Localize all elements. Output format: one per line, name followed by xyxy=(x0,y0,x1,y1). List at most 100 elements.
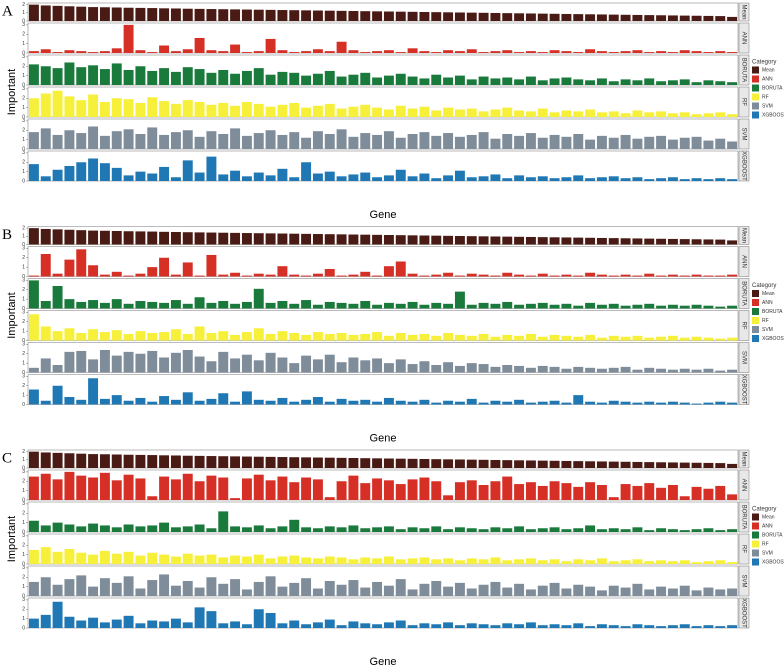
bar xyxy=(40,301,51,309)
bar xyxy=(40,228,51,245)
bar xyxy=(312,622,323,628)
bar xyxy=(644,78,655,85)
bar xyxy=(360,333,371,341)
bar xyxy=(383,458,394,468)
bar xyxy=(691,114,702,117)
facet-strip-label: XGBOOST xyxy=(740,598,746,628)
bar xyxy=(52,584,63,596)
bar xyxy=(514,484,525,500)
bar xyxy=(478,176,489,181)
bar xyxy=(28,51,39,53)
bar xyxy=(182,232,193,245)
bar xyxy=(194,8,205,21)
bar xyxy=(585,482,596,500)
bar xyxy=(372,581,383,596)
bar xyxy=(502,272,513,277)
bar xyxy=(265,130,276,149)
bar xyxy=(466,558,477,564)
bar xyxy=(241,456,252,468)
bar xyxy=(312,479,323,500)
bar xyxy=(466,588,477,596)
bar xyxy=(230,9,241,21)
bar xyxy=(561,237,572,245)
bar xyxy=(703,239,714,245)
bar xyxy=(585,109,596,117)
bar xyxy=(431,402,442,405)
bar xyxy=(324,619,335,628)
bar xyxy=(454,459,465,468)
bar xyxy=(88,554,99,564)
bar xyxy=(289,274,300,277)
bar xyxy=(111,63,122,85)
legend-swatch xyxy=(752,317,759,324)
bar xyxy=(123,351,134,373)
bar xyxy=(76,575,87,596)
bar xyxy=(277,586,288,596)
y-tick-label: 3 xyxy=(22,342,25,348)
bar xyxy=(253,609,264,628)
bar xyxy=(182,526,193,532)
bar xyxy=(277,556,288,564)
bar xyxy=(585,139,596,149)
bar xyxy=(478,302,489,309)
bar xyxy=(419,459,430,468)
bar xyxy=(514,335,525,341)
facet-strip-label: ANN xyxy=(740,32,746,45)
bar xyxy=(123,615,134,628)
y-axis-label: Important xyxy=(6,69,18,115)
facet-strip xyxy=(738,449,750,469)
y-tick-label: 0 xyxy=(22,370,25,376)
bar xyxy=(703,337,714,341)
bar xyxy=(383,526,394,532)
legend-swatch xyxy=(752,308,759,315)
bar xyxy=(218,351,229,373)
bar xyxy=(372,51,383,53)
bar xyxy=(525,13,536,21)
bar xyxy=(525,402,536,405)
bar xyxy=(206,333,217,341)
bar xyxy=(383,622,394,628)
y-tick-label: 2 xyxy=(22,255,25,261)
bar xyxy=(502,134,513,149)
bar xyxy=(28,98,39,117)
bar xyxy=(253,103,264,117)
bar xyxy=(277,526,288,532)
bar xyxy=(135,102,146,117)
bar xyxy=(194,481,205,500)
y-tick-label: 2 xyxy=(22,607,25,613)
bar xyxy=(490,78,501,85)
bar xyxy=(727,463,738,468)
bar xyxy=(265,233,276,245)
facet-panel xyxy=(27,226,739,245)
bar xyxy=(502,50,513,53)
bar xyxy=(715,306,726,309)
bar xyxy=(348,50,359,53)
legend-label: SVM xyxy=(762,327,773,333)
bar xyxy=(585,178,596,181)
bar xyxy=(159,68,170,85)
bar xyxy=(218,456,229,468)
bar xyxy=(360,587,371,596)
legend-swatch xyxy=(752,558,759,566)
bar xyxy=(502,334,513,341)
bar xyxy=(608,238,619,245)
bar xyxy=(715,370,726,373)
bar xyxy=(206,232,217,245)
bar xyxy=(76,453,87,468)
bar xyxy=(99,135,110,149)
bar xyxy=(218,274,229,277)
bar xyxy=(253,9,264,21)
bar xyxy=(265,480,276,500)
bar xyxy=(407,108,418,117)
bar xyxy=(715,16,726,21)
bar xyxy=(727,240,738,245)
bar xyxy=(230,44,241,53)
bar xyxy=(99,398,110,405)
bar xyxy=(679,79,690,85)
bar xyxy=(88,617,99,628)
bar xyxy=(194,297,205,309)
bar xyxy=(230,579,241,596)
bar xyxy=(253,581,264,596)
bar xyxy=(64,50,75,53)
bar xyxy=(419,623,430,628)
